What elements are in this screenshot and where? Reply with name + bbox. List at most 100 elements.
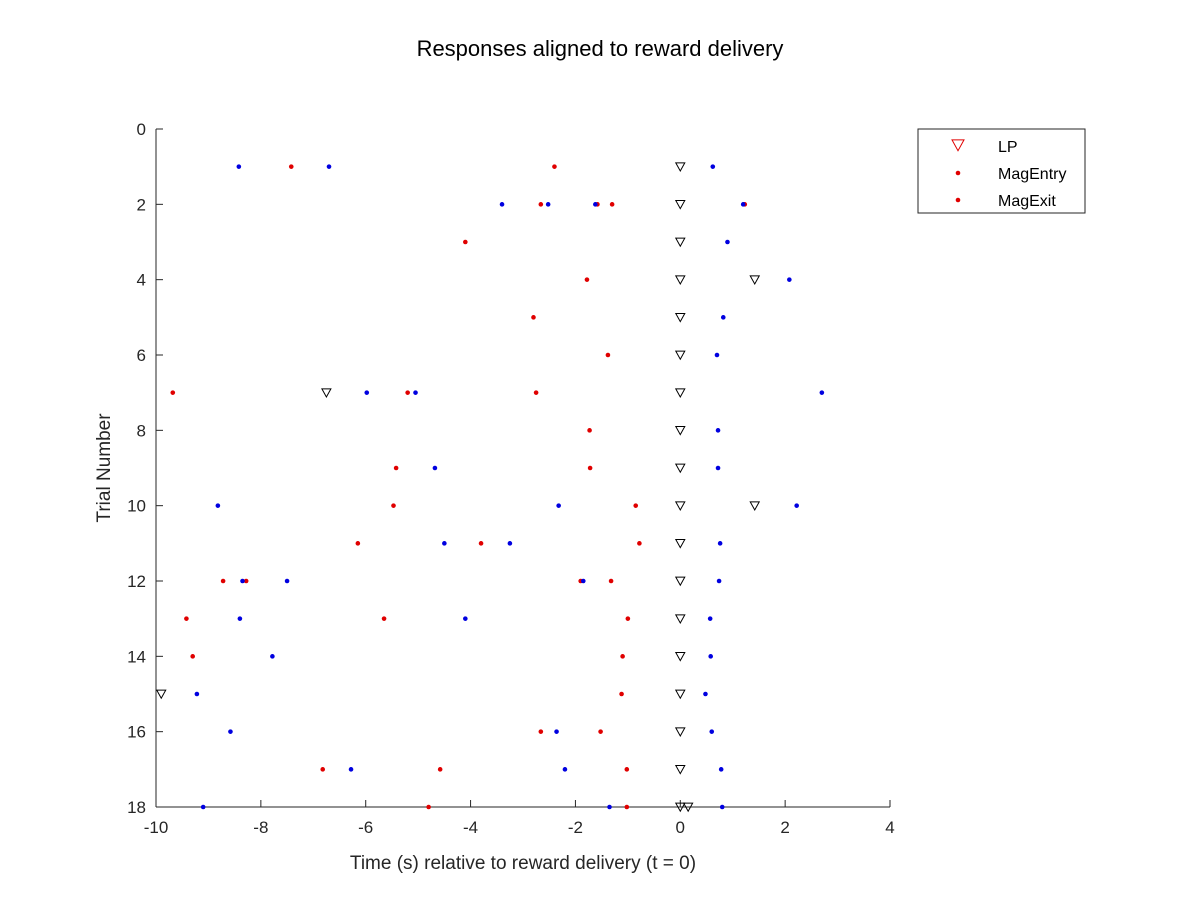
legend-label: MagEntry [998, 166, 1066, 183]
legend: LP MagEntry MagExit [917, 128, 1086, 214]
magentry-point [405, 390, 410, 395]
y-tick-label: 18 [127, 798, 146, 817]
magentry-point [538, 729, 544, 734]
legend-box [917, 128, 1086, 214]
magentry-point [170, 390, 176, 395]
magexit-point [794, 503, 799, 508]
magexit-point [593, 202, 598, 207]
y-tick-label: 2 [137, 195, 146, 214]
lp-point [674, 765, 686, 775]
magexit-point [237, 616, 243, 621]
y-tick-label: 0 [137, 120, 146, 139]
magexit-point [348, 767, 354, 772]
x-tick-label: -10 [144, 818, 169, 837]
magentry-point [587, 465, 593, 471]
legend-entry-lp: LP [951, 139, 1018, 156]
lp-point [749, 501, 761, 511]
magexit-point [720, 315, 726, 320]
lp-point [674, 350, 686, 361]
y-axis-label: Trial Number [94, 413, 115, 523]
magexit-point [562, 767, 568, 772]
magexit-point [580, 578, 586, 584]
legend-dot-marker-icon [955, 170, 961, 176]
x-tick-label: 0 [676, 818, 685, 837]
y-tick-label: 14 [127, 647, 146, 666]
magentry-point [381, 616, 387, 621]
magexit-point [703, 691, 708, 697]
magentry-point [624, 767, 630, 772]
magentry-point [320, 767, 326, 772]
magexit-point [708, 654, 713, 659]
magexit-point [740, 202, 746, 207]
magexit-point [228, 729, 233, 734]
magentry-point [463, 239, 468, 245]
lp-point [674, 652, 686, 662]
magexit-point [270, 654, 275, 659]
x-tick-label: -4 [463, 818, 478, 837]
magentry-point [637, 541, 642, 546]
magexit-point [719, 804, 725, 810]
magexit-point [725, 239, 730, 245]
magexit-point [463, 616, 468, 621]
magexit-point [554, 729, 559, 734]
x-tick-label: -8 [253, 818, 268, 837]
y-tick-label: 10 [127, 497, 146, 516]
legend-label: MagExit [998, 193, 1056, 210]
magexit-point [200, 804, 206, 810]
y-tick-label: 12 [127, 572, 146, 591]
magexit-point [607, 804, 612, 810]
magentry-point [531, 315, 536, 320]
lp-point [674, 539, 686, 549]
legend-entry-magentry: MagEntry [955, 166, 1066, 183]
magentry-point [625, 616, 631, 621]
lp-point [674, 275, 686, 285]
magentry-point [624, 804, 630, 810]
magexit-point [819, 390, 825, 395]
magentry-point [190, 654, 195, 659]
magexit-point [194, 691, 200, 697]
magentry-point [478, 541, 484, 546]
magexit-point [718, 767, 724, 772]
lp-point [674, 576, 686, 587]
magexit-point [364, 390, 370, 395]
lp-point [155, 689, 167, 700]
magentry-point [426, 804, 431, 810]
lp-point [321, 388, 332, 398]
magexit-point [507, 541, 513, 546]
legend-dot-marker-icon [955, 197, 961, 203]
magexit-point [716, 578, 722, 584]
y-tick-label: 4 [137, 271, 146, 290]
y-tick-label: 6 [137, 346, 146, 365]
magexit-point [442, 541, 447, 546]
magentry-point [633, 503, 639, 508]
magentry-point [584, 277, 590, 282]
lp-point [674, 727, 686, 737]
magentry-point [538, 202, 544, 207]
magexit-point [499, 202, 505, 207]
x-tick-label: -2 [568, 818, 583, 837]
y-tick-label: 16 [127, 723, 146, 742]
lp-point [749, 275, 761, 285]
magentry-point [587, 428, 592, 433]
magentry-point [609, 202, 615, 207]
x-tick-label: -6 [358, 818, 373, 837]
magexit-point [715, 465, 721, 471]
magexit-point [326, 164, 332, 169]
x-tick-label: 2 [780, 818, 789, 837]
magentry-point [437, 767, 443, 772]
magexit-point [545, 202, 551, 207]
magexit-point [787, 277, 792, 282]
series-magexit [194, 164, 825, 810]
magentry-point [220, 578, 226, 584]
magentry-point [243, 578, 249, 584]
lp-point [674, 388, 686, 398]
magentry-point [620, 654, 625, 659]
magexit-point [236, 164, 242, 169]
magexit-point [709, 729, 715, 734]
lp-point [674, 313, 686, 323]
lp-point [674, 426, 686, 436]
series-lp [155, 162, 761, 813]
lp-point [674, 162, 686, 172]
chart-title: Responses aligned to reward delivery [417, 36, 784, 61]
magexit-point [215, 503, 221, 508]
